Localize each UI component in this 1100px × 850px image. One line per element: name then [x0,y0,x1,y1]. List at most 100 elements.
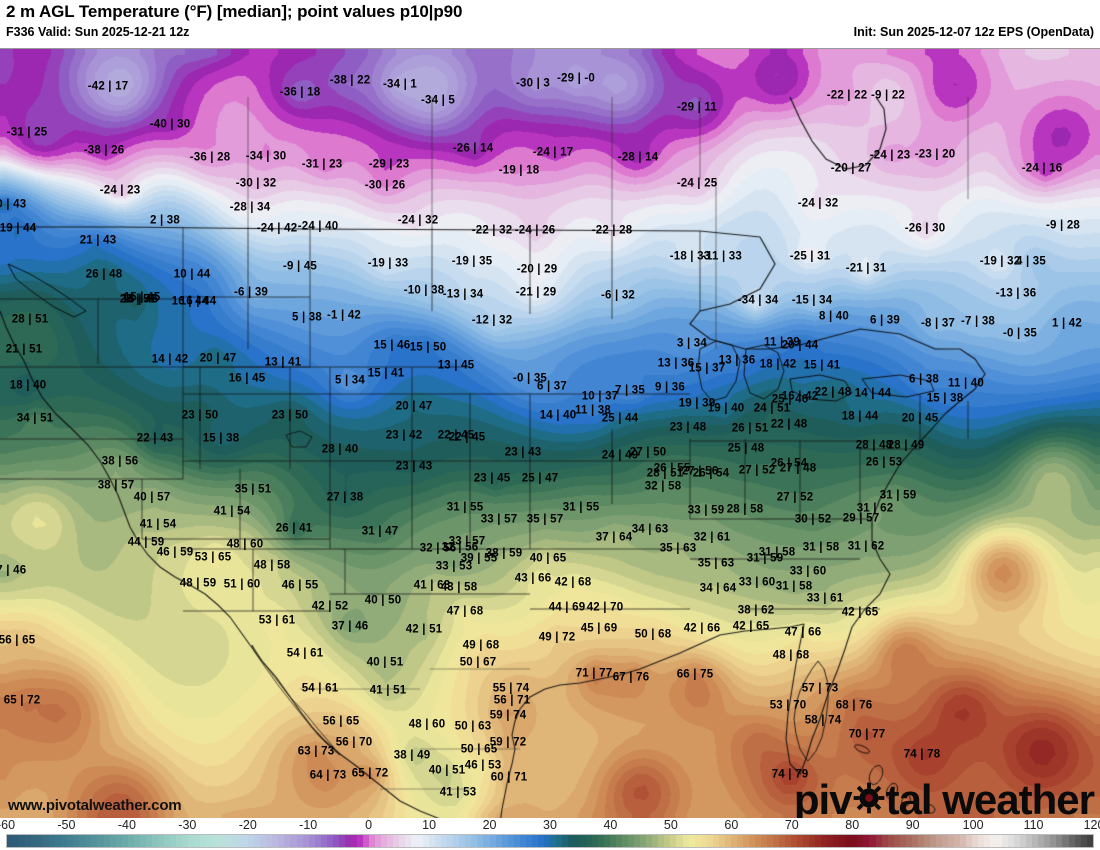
point-value-label: -20 | 29 [516,263,558,276]
point-value-label: 32 | 58 [644,480,682,493]
colorbar[interactable]: -60 -50 -40 -30 -20 -10 0 10 20 30 40 50 60 70 80 90 100… [0,818,1100,850]
point-value-label: 31 | 59 [746,552,784,565]
colorbar-cell [67,835,74,847]
colorbar-cell [489,835,496,847]
colorbar-cell [290,835,297,847]
point-value-label: 20 | 47 [395,400,433,413]
point-value-label: 41 | 51 [369,684,407,697]
colorbar-cell [338,835,345,847]
colorbar-cell [688,835,695,847]
colorbar-cell [471,835,478,847]
colorbar-cell [670,835,677,847]
colorbar-cell [851,835,858,847]
point-value-label: 31 | 62 [847,540,885,553]
colorbar-cell [785,835,792,847]
point-value-label: 15 | 41 [367,367,405,380]
colorbar-cell [133,835,140,847]
point-value-label: 30 | 52 [794,513,832,526]
point-value-label: 42 | 65 [841,606,879,619]
point-value-label: -6 | 32 [600,289,636,302]
point-value-label: 31 | 47 [361,525,399,538]
colorbar-cell [1056,835,1063,847]
point-value-label: 54 | 61 [286,647,324,660]
point-value-label: 22 | 45 [437,429,475,442]
colorbar-cell [386,835,393,847]
point-value-label: 53 | 61 [258,614,296,627]
point-value-label: -19 | 32 [979,255,1021,268]
point-value-label: 4 | 35 [1016,255,1046,268]
point-value-label: 23 | 43 [504,446,542,459]
colorbar-tick: 80 [845,818,860,832]
point-value-label: 15 | 41 [803,359,841,372]
point-value-label: 45 | 69 [580,622,618,635]
colorbar-cell [278,835,285,847]
brand-watermark: piv [794,776,1095,818]
colorbar-cell [163,835,170,847]
point-value-label: 22 | 45 [448,431,486,444]
point-value-label: 48 | 60 [408,718,446,731]
temperature-map[interactable]: -31 | 25 -42 | 17 -38 | 26 -40 | 30 -36 | 28… [0,48,1100,818]
header: 2 m AGL Temperature (°F) [median]; point… [0,0,1100,48]
colorbar-cell [91,835,98,847]
point-value-label: 28 | 58 [726,503,764,516]
colorbar-cell [917,835,924,847]
point-value-label: 31 | 58 [758,546,796,559]
point-value-label: 37 | 46 [331,620,369,633]
url-watermark: www.pivotalweather.com [8,797,182,814]
colorbar-cell [320,835,327,847]
point-value-label: 5 | 38 [292,311,322,324]
colorbar-cell [923,835,930,847]
colorbar-cell [640,835,647,847]
colorbar-cell [682,835,689,847]
point-value-label: 65 | 72 [351,767,389,780]
colorbar-cell [85,835,92,847]
colorbar-cell [61,835,68,847]
colorbar-cell [447,835,454,847]
point-value-label: 50 | 65 [460,743,498,756]
point-value-label: -11 | 33 [702,250,742,263]
point-value-label: 19 | 44 [0,222,37,235]
point-value-label: 40 | 65 [529,552,567,565]
colorbar-cell [959,835,966,847]
point-value-label: 28 | 51 [119,293,157,306]
colorbar-cell [742,835,749,847]
point-value-label: 26 | 51 [731,422,769,435]
colorbar-cell [362,835,369,847]
colorbar-cell [839,835,846,847]
colorbar-cell [899,835,906,847]
point-value-label: 27 | 52 [738,464,776,477]
point-value-label: 23 | 42 [385,429,423,442]
colorbar-cell [1050,835,1057,847]
point-value-label: 28 | 48 [855,439,893,452]
point-value-label: -20 | 27 [830,162,872,175]
colorbar-cell [616,835,623,847]
colorbar-cell [224,835,231,847]
point-value-label: 11 | 40 [948,377,984,390]
colorbar-cell [724,835,731,847]
point-value-label: 19 | 40 [707,402,745,415]
point-value-label: 28 | 49 [887,439,925,452]
point-value-label: 27 | 48 [779,462,817,475]
point-value-label: -8 | 37 [920,317,956,330]
point-value-label: 32 | 56 [419,542,457,555]
point-value-label: 6 | 38 [909,373,939,386]
point-value-label: 41 | 54 [139,518,177,531]
colorbar-cell [459,835,466,847]
point-value-label: 15 | 50 [409,341,447,354]
point-value-label: -34 | 1 [382,78,418,91]
point-value-label: 15 | 45 [123,291,161,304]
point-value-label: 15 | 37 [688,362,726,375]
point-value-label: -26 | 14 [452,142,494,155]
point-value-label: 53 | 70 [769,699,807,712]
point-value-label: 26 | 53 [865,456,903,469]
colorbar-cell [1002,835,1009,847]
colorbar-cell [73,835,80,847]
colorbar-cell [13,835,20,847]
point-value-label: 33 | 60 [789,565,827,578]
point-value-label: -31 | 25 [6,126,48,139]
colorbar-cell [809,835,816,847]
point-value-label: 51 | 60 [223,578,261,591]
colorbar-cell [652,835,659,847]
colorbar-cell [712,835,719,847]
point-value-label: -22 | 22 [826,89,868,102]
